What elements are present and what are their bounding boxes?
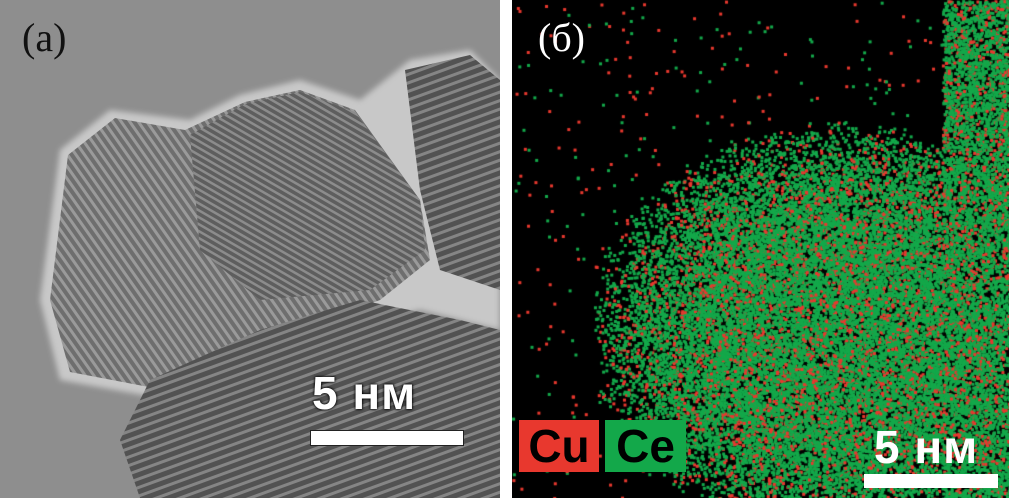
- legend-cu: Cu: [519, 420, 599, 472]
- tem-micrograph: [40, 50, 500, 498]
- eds-element-map: [512, 0, 1009, 498]
- tem-image-panel: (а) 5 нм: [0, 0, 500, 498]
- scale-bar: [310, 430, 464, 446]
- scale-bar-label: 5 нм: [312, 367, 417, 419]
- scale-bar: [864, 474, 998, 488]
- scale-bar-label: 5 нм: [874, 421, 979, 473]
- panel-label: (б): [538, 15, 585, 60]
- eds-map-panel: (б) Cu Ce 5 нм: [512, 0, 1009, 498]
- legend-ce: Ce: [605, 420, 686, 472]
- panel-label: (а): [22, 15, 67, 60]
